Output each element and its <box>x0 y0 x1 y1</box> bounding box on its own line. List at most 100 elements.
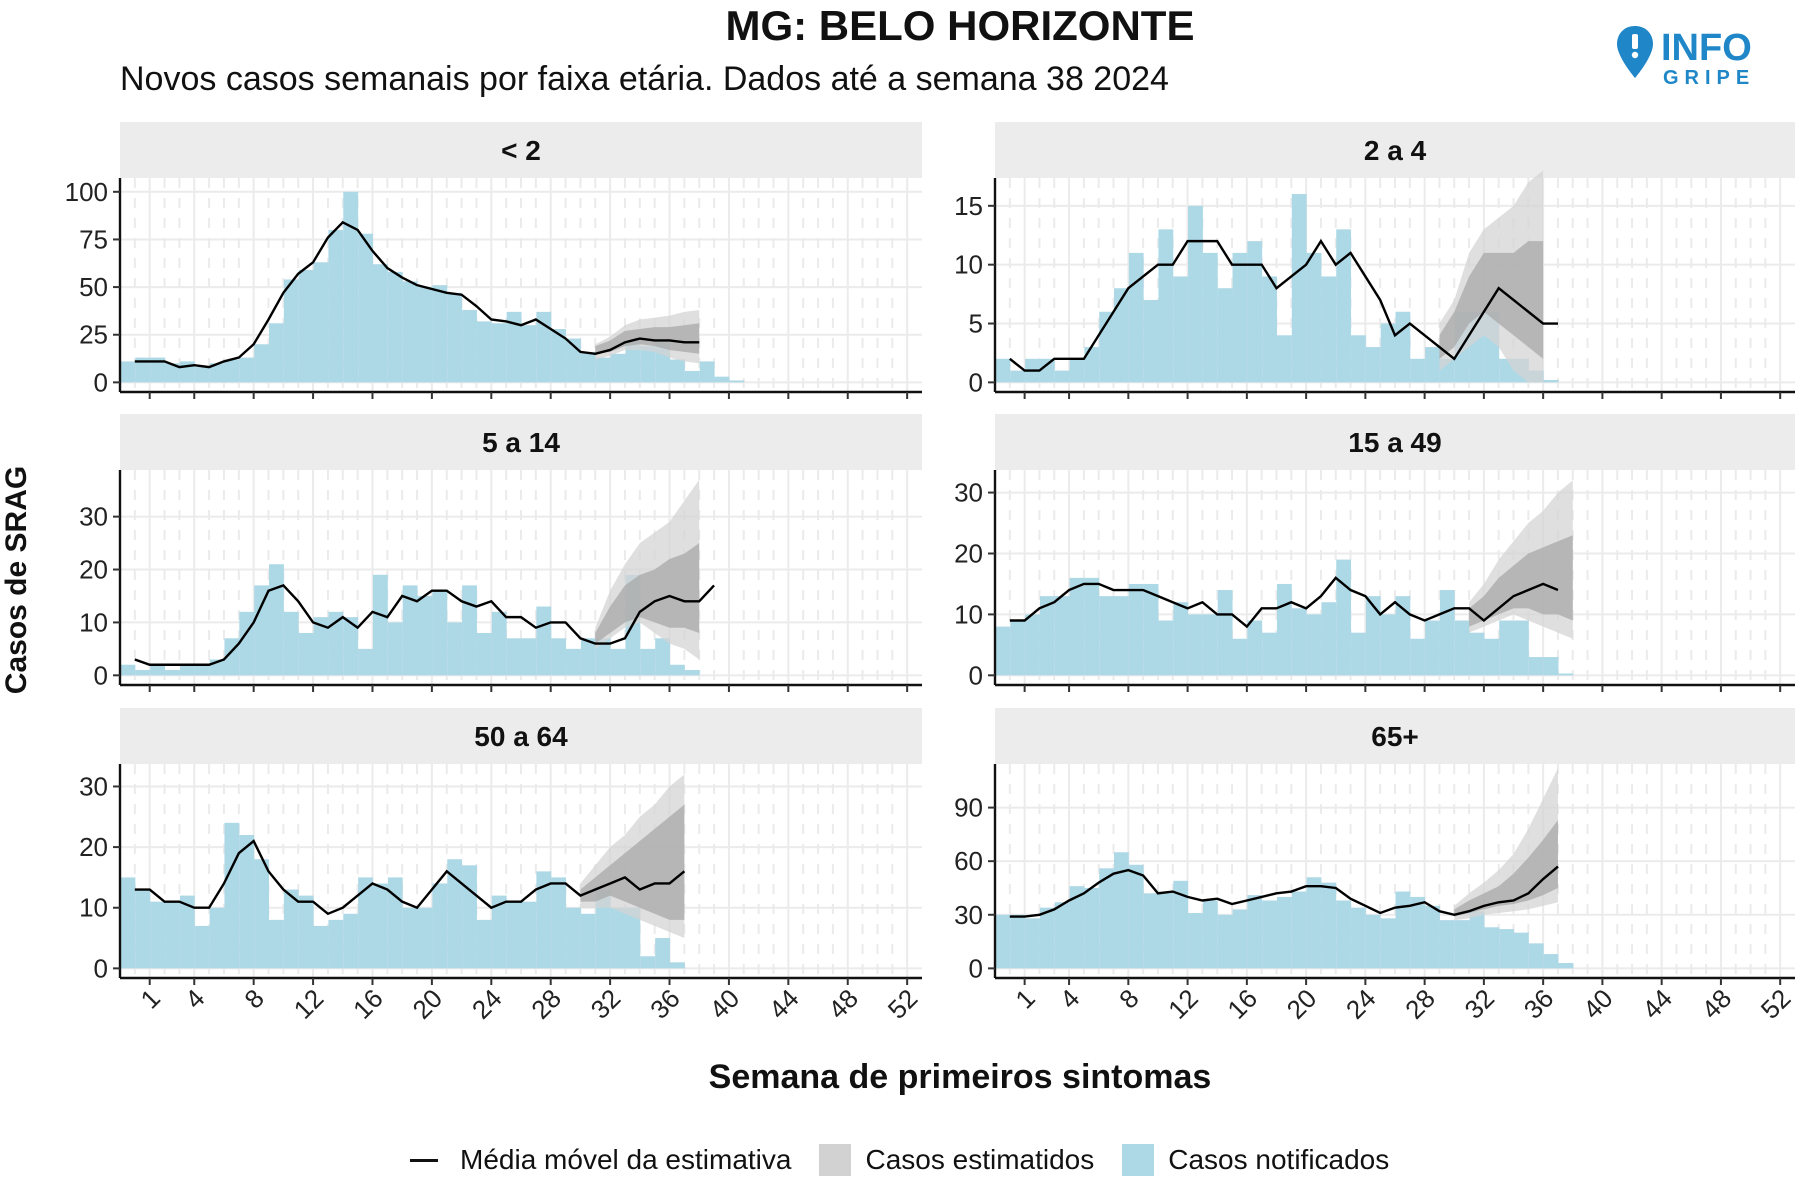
y-tick-label: 0 <box>969 953 983 983</box>
y-tick-label: 30 <box>954 478 983 508</box>
bar <box>1069 886 1085 969</box>
bar <box>343 191 359 383</box>
bar <box>328 229 344 383</box>
infogripe-logo: INFO GRIPE <box>1617 26 1752 89</box>
y-tick-label: 10 <box>954 599 983 629</box>
bar <box>1380 918 1396 969</box>
bar <box>1054 902 1070 969</box>
bar <box>239 357 255 383</box>
y-tick-label: 20 <box>79 832 108 862</box>
panel-strip <box>120 414 922 470</box>
bar <box>1069 358 1085 383</box>
y-tick-label: 90 <box>954 793 983 823</box>
x-tick-label: 28 <box>525 983 567 1025</box>
bar <box>610 353 626 383</box>
panel-strip <box>995 122 1795 178</box>
x-tick-label: 36 <box>644 983 686 1025</box>
bar <box>595 357 611 383</box>
bar <box>1202 252 1218 383</box>
bar <box>1054 596 1070 676</box>
bar <box>194 367 210 383</box>
bar <box>417 287 433 383</box>
bar <box>1173 276 1189 383</box>
bar <box>1084 577 1100 676</box>
bar <box>1454 920 1470 969</box>
bar <box>372 264 388 383</box>
bar <box>1158 891 1174 969</box>
bar <box>491 895 507 969</box>
bar <box>1143 583 1159 676</box>
panel-title: 5 a 14 <box>482 427 560 458</box>
bar <box>1336 229 1352 383</box>
bar <box>1114 288 1129 383</box>
bar <box>580 351 596 383</box>
bar <box>1321 276 1337 383</box>
bar <box>1543 954 1559 969</box>
panel-1: 2 a 4 0 5 10 15 <box>954 122 1795 399</box>
bar <box>343 913 359 969</box>
bar <box>1010 620 1026 676</box>
x-tick-label: 1 <box>135 983 166 1014</box>
panel-0: < 2 0 25 50 75 100 <box>65 122 922 399</box>
x-tick-label: 20 <box>406 983 448 1025</box>
bar <box>1173 880 1189 969</box>
bar <box>298 895 314 969</box>
bar <box>536 606 552 676</box>
bar <box>995 626 1011 676</box>
y-tick-label: 10 <box>954 250 983 280</box>
bar <box>328 919 344 969</box>
moving-average-line <box>1009 865 1559 918</box>
bar <box>1454 620 1470 676</box>
ci-band-inner <box>1469 535 1573 627</box>
panel-title: 2 a 4 <box>1364 135 1427 166</box>
bar <box>447 292 463 383</box>
bar <box>1128 252 1144 383</box>
bar <box>358 648 373 676</box>
y-tick-label: 15 <box>954 191 983 221</box>
panel-strip <box>995 414 1795 470</box>
bar <box>536 871 552 969</box>
bar <box>1247 895 1263 969</box>
bar <box>1321 882 1337 969</box>
bar <box>1084 887 1100 969</box>
bar <box>402 585 418 676</box>
bar <box>1276 896 1292 969</box>
y-tick-label: 10 <box>79 893 108 923</box>
legend-label-estimated: Casos estimatidos <box>865 1144 1095 1175</box>
bar <box>402 281 418 383</box>
bar <box>1365 596 1381 676</box>
bar <box>1439 590 1455 676</box>
bar <box>432 285 448 383</box>
bar <box>194 925 210 969</box>
bar <box>536 311 552 383</box>
x-axis-title: Semana de primeiros sintomas <box>709 1058 1212 1096</box>
bar <box>1514 620 1529 676</box>
bar <box>551 329 567 383</box>
bar <box>1439 920 1455 969</box>
bar <box>1069 577 1085 676</box>
panel-strip <box>120 122 922 178</box>
x-tick-label: 48 <box>1696 983 1738 1025</box>
bar <box>521 901 537 969</box>
bar <box>239 834 255 969</box>
y-tick-label: 0 <box>969 367 983 397</box>
bar <box>254 344 270 383</box>
bar <box>298 633 314 676</box>
bar <box>1232 252 1248 383</box>
bar <box>1380 323 1396 383</box>
bar <box>120 877 136 969</box>
bar <box>1306 252 1322 383</box>
legend-item-notified: Casos notificados <box>1122 1144 1389 1176</box>
bar <box>1365 914 1381 969</box>
bar <box>1425 620 1440 676</box>
bar <box>491 611 507 676</box>
bar <box>1010 370 1026 383</box>
x-tick-label: 36 <box>1518 983 1560 1025</box>
bar <box>1380 614 1396 676</box>
bar <box>417 595 433 676</box>
y-tick-label: 30 <box>79 771 108 801</box>
x-tick-label: 8 <box>1113 983 1144 1014</box>
bar <box>729 380 745 383</box>
bar <box>150 357 166 383</box>
bar <box>1410 638 1426 676</box>
